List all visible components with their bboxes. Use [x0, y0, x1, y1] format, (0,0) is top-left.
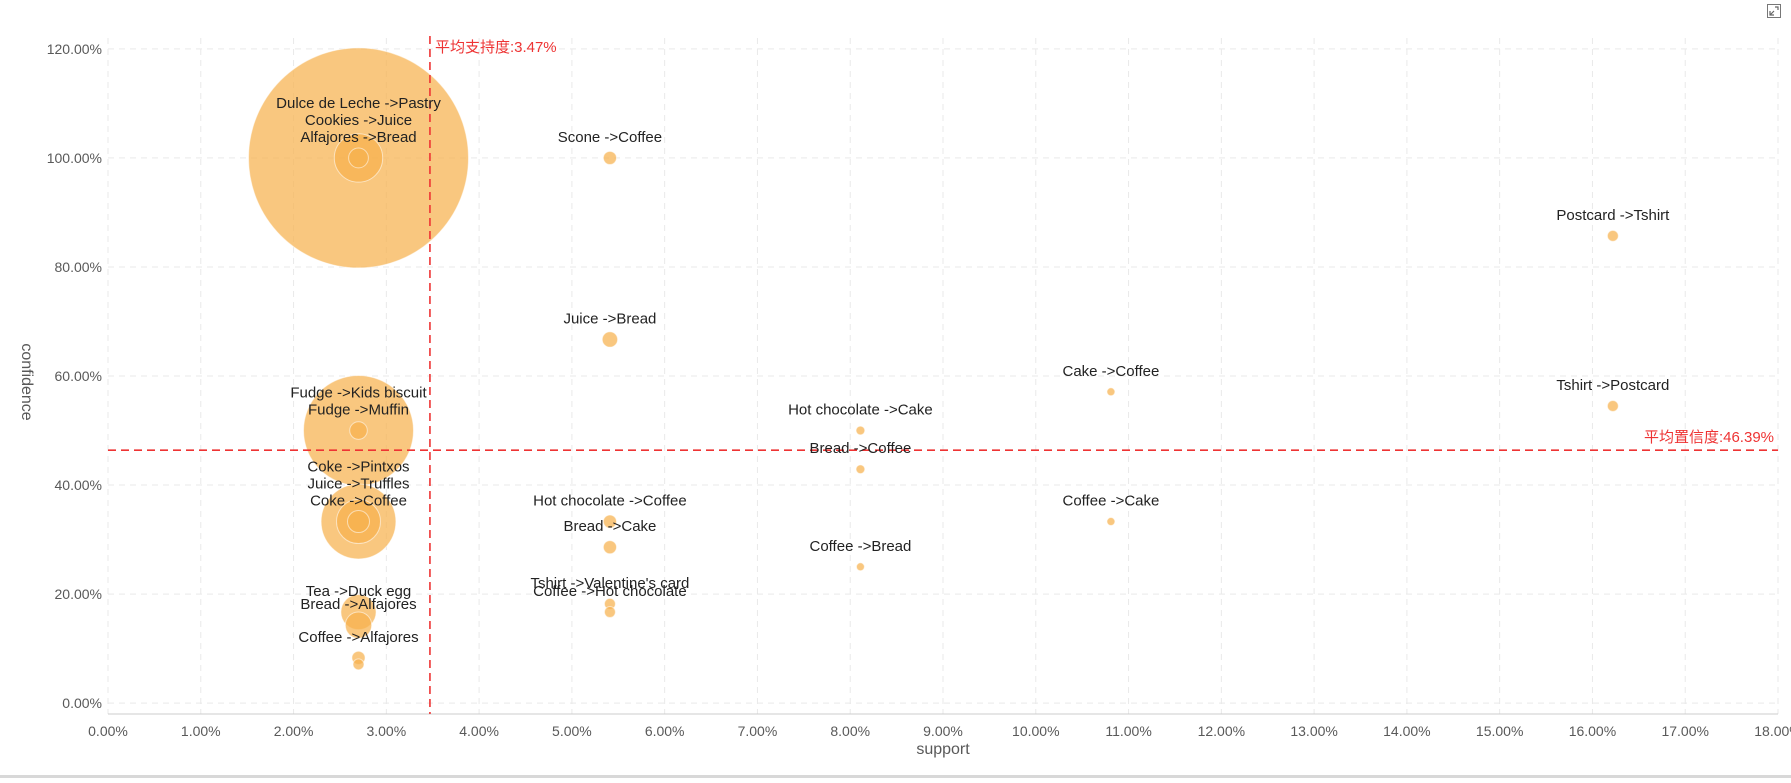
bubble-label: Coke ->Pintxos [307, 459, 409, 476]
x-tick-label: 7.00% [738, 723, 778, 739]
y-tick-label: 40.00% [55, 477, 102, 493]
bubble-label: Bread ->Cake [563, 518, 656, 535]
bubble-label: Bread ->Coffee [809, 440, 911, 457]
x-tick-label: 6.00% [645, 723, 685, 739]
x-tick-label: 12.00% [1198, 723, 1245, 739]
bubble-point[interactable] [1106, 517, 1116, 527]
bubble-point[interactable] [855, 464, 866, 475]
x-tick-label: 3.00% [366, 723, 406, 739]
bubble-point[interactable] [855, 425, 866, 436]
expand-icon[interactable] [1767, 4, 1781, 18]
bubble-label: Alfajores ->Bread [300, 129, 416, 146]
avg-confidence-label: 平均置信度:46.39% [1644, 429, 1774, 446]
bubble-label: Tshirt ->Postcard [1556, 377, 1669, 394]
bubble-label: Coke ->Coffee [310, 493, 407, 510]
avg-support-label: 平均支持度:3.47% [435, 39, 557, 56]
bubble-label: Hot chocolate ->Coffee [533, 493, 687, 510]
x-tick-label: 11.00% [1105, 723, 1151, 739]
bubble-point[interactable] [1606, 399, 1619, 412]
bubble-label: Fudge ->Muffin [308, 402, 409, 419]
x-tick-label: 13.00% [1290, 723, 1337, 739]
bubble-point[interactable] [602, 150, 618, 166]
y-tick-label: 20.00% [55, 586, 102, 602]
y-axis-title: confidence [18, 343, 35, 420]
y-tick-label: 60.00% [55, 368, 102, 384]
y-tick-label: 120.00% [47, 41, 102, 57]
bubble-label: Coffee ->Hot chocolate [533, 583, 687, 600]
bubble-label: Postcard ->Tshirt [1556, 207, 1670, 224]
bubble-label: Tea ->Duck egg [306, 583, 411, 600]
x-tick-label: 5.00% [552, 723, 592, 739]
bubble-point[interactable] [601, 331, 619, 348]
bubble-point[interactable] [348, 147, 369, 169]
bubble-point[interactable] [1606, 229, 1619, 242]
x-tick-label: 0.00% [88, 723, 128, 739]
x-tick-label: 10.00% [1012, 723, 1059, 739]
bubble-label: Cake ->Coffee [1062, 363, 1159, 380]
x-tick-label: 4.00% [459, 723, 499, 739]
bubble-label: Cookies ->Juice [305, 112, 412, 129]
x-tick-label: 18.00% [1754, 723, 1791, 739]
x-tick-label: 2.00% [274, 723, 314, 739]
bubble-point[interactable] [349, 421, 368, 440]
bubble-label: Bread ->Alfajores [300, 596, 416, 613]
y-tick-label: 80.00% [55, 259, 102, 275]
x-tick-label: 9.00% [923, 723, 963, 739]
bubble-label: Juice ->Truffles [307, 476, 409, 493]
bottom-divider [0, 775, 1791, 778]
y-tick-label: 0.00% [62, 695, 102, 711]
bubble-point[interactable] [855, 562, 865, 572]
bubble-label: Scone ->Coffee [558, 129, 662, 146]
x-tick-label: 1.00% [181, 723, 221, 739]
bubble-point[interactable] [344, 611, 373, 639]
x-tick-label: 15.00% [1476, 723, 1523, 739]
bubble-point[interactable] [602, 540, 618, 555]
x-axis-title: support [916, 741, 970, 758]
bubble-point[interactable] [602, 514, 618, 529]
x-tick-label: 16.00% [1569, 723, 1616, 739]
bubble-point[interactable] [603, 606, 616, 619]
y-tick-label: 100.00% [47, 150, 102, 166]
bubble-label: Hot chocolate ->Cake [788, 402, 933, 419]
bubble-label: Tshirt ->Valentine's card [530, 575, 689, 592]
bubble-label: Fudge ->Kids biscuit [290, 385, 427, 402]
bubble-point[interactable] [352, 658, 365, 671]
bubble-label: Coffee ->Alfajores [298, 629, 418, 646]
x-tick-label: 17.00% [1661, 723, 1708, 739]
bubble-point[interactable] [1106, 387, 1116, 397]
x-tick-label: 8.00% [830, 723, 870, 739]
bubble-label: Coffee ->Cake [1062, 493, 1159, 510]
bubble-point[interactable] [347, 510, 370, 534]
bubble-label: Dulce de Leche ->Pastry [276, 95, 441, 112]
bubble-label: Juice ->Bread [563, 310, 656, 327]
bubble-label: Coffee ->Bread [809, 538, 911, 555]
x-tick-label: 14.00% [1383, 723, 1430, 739]
